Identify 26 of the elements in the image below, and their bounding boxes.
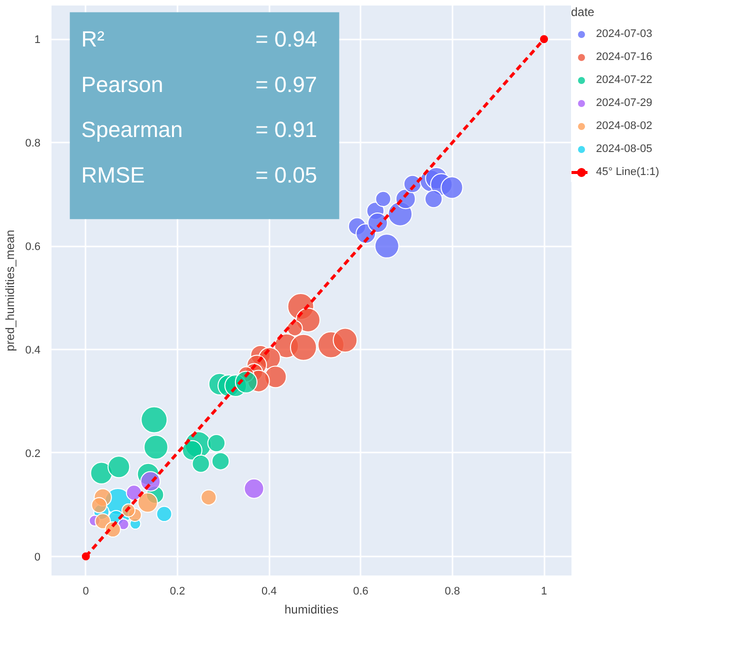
legend-label: 2024-07-29 [596, 97, 652, 109]
legend-label: 2024-07-16 [596, 51, 652, 63]
text: RMSE = 0.05 [81, 162, 318, 188]
y-tick-label: 0.6 [25, 241, 41, 254]
y-tick-label: 0.2 [25, 448, 41, 460]
y-tick-label: 0.8 [25, 138, 41, 150]
legend-label: 45° Line(1:1) [596, 166, 660, 178]
legend-title: date [571, 5, 596, 19]
x-tick-label: 0.4 [261, 586, 277, 598]
legend-label: 2024-08-02 [596, 120, 652, 132]
x-tick-label: 0.2 [170, 586, 186, 598]
x-axis-title: humidities [284, 602, 339, 616]
text: Spearman = 0.91 [81, 117, 318, 142]
x-tick-label: 0.6 [353, 586, 368, 598]
x-tick-label: 0.8 [444, 586, 460, 598]
text: Pearson = 0.97 [81, 72, 318, 97]
y-tick-label: 0.4 [25, 344, 41, 356]
legend-label: 2024-08-05 [596, 143, 652, 155]
y-tick-label: 1 [34, 34, 41, 46]
text: R² = 0.94 [81, 26, 318, 52]
legend-label: 2024-07-03 [596, 28, 652, 40]
y-axis-title: pred_humidities_mean [3, 230, 18, 352]
x-tick-label: 1 [540, 586, 548, 598]
x-tick-label: 0 [82, 586, 89, 598]
legend-label: 2024-07-22 [596, 74, 652, 86]
y-tick-label: 0 [34, 551, 41, 564]
